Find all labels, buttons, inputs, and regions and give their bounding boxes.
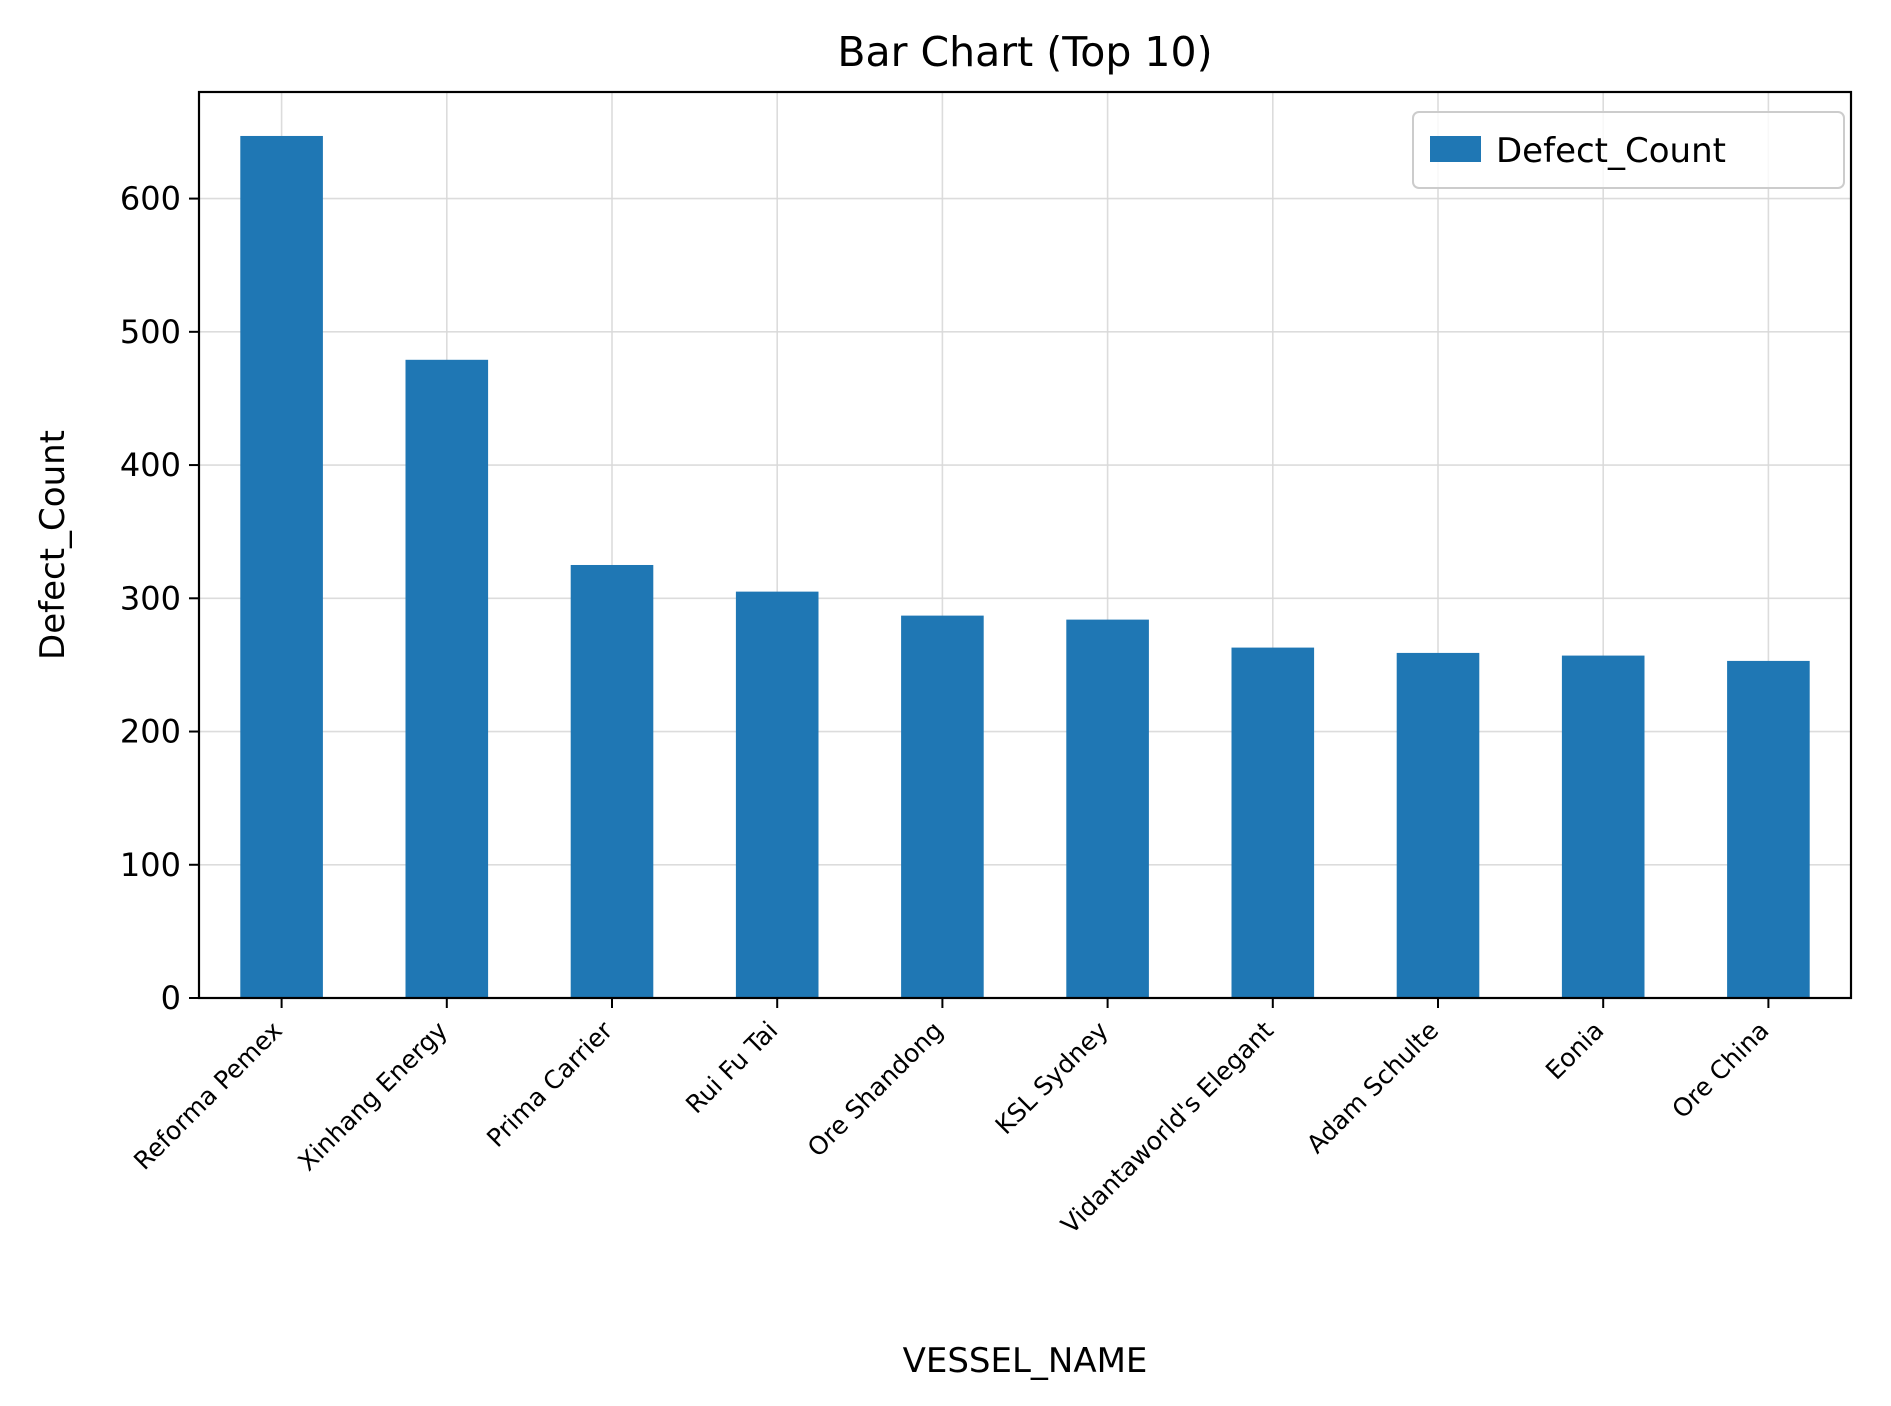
x-tick-label-1: Xinhang Energy (292, 1016, 453, 1177)
x-tick-label-2: Prima Carrier (481, 1015, 619, 1153)
x-tick-label-8: Eonia (1540, 1016, 1609, 1085)
y-tick-label-5: 500 (120, 313, 181, 351)
bar-1 (405, 359, 489, 998)
y-axis-label: Defect_Count (33, 430, 73, 660)
plot-frame (197, 90, 1853, 1000)
bar-2 (570, 564, 654, 998)
x-axis-label: VESSEL_NAME (903, 1341, 1148, 1381)
bar-8 (1561, 655, 1645, 998)
x-tick-label-9: Ore China (1666, 1016, 1774, 1124)
y-tick-label-0: 0 (161, 979, 181, 1017)
x-axis: Reforma Pemex Xinhang Energy Prima Carrier… (128, 998, 1775, 1239)
x-tick-label-5: KSL Sydney (990, 1016, 1114, 1140)
bar-4 (901, 615, 984, 998)
bar-9 (1727, 660, 1810, 998)
y-tick-label-6: 600 (120, 180, 181, 218)
x-tick-label-7: Adam Schulte (1301, 1016, 1444, 1159)
bar-0 (240, 135, 323, 998)
y-tick-label-3: 300 (120, 579, 181, 617)
y-tick-label-4: 400 (120, 446, 181, 484)
y-tick-label-2: 200 (120, 713, 181, 751)
x-tick-label-0: Reforma Pemex (128, 1016, 288, 1176)
legend-label: Defect_Count (1496, 131, 1726, 171)
legend: Defect_Count (1412, 111, 1845, 189)
y-axis: 0 100 200 300 400 500 600 (120, 180, 199, 1017)
legend-box (1412, 111, 1845, 189)
bar-3 (735, 591, 819, 998)
x-tick-label-3: Rui Fu Tai (680, 1016, 783, 1119)
chart-title: Bar Chart (Top 10) (837, 28, 1212, 76)
legend-swatch (1430, 136, 1481, 162)
x-tick-label-4: Ore Shandong (802, 1016, 949, 1163)
bar-7 (1396, 652, 1480, 998)
bar-6 (1231, 647, 1315, 998)
bars (240, 135, 1810, 998)
bar-5 (1066, 619, 1149, 998)
y-tick-label-1: 100 (120, 846, 181, 884)
